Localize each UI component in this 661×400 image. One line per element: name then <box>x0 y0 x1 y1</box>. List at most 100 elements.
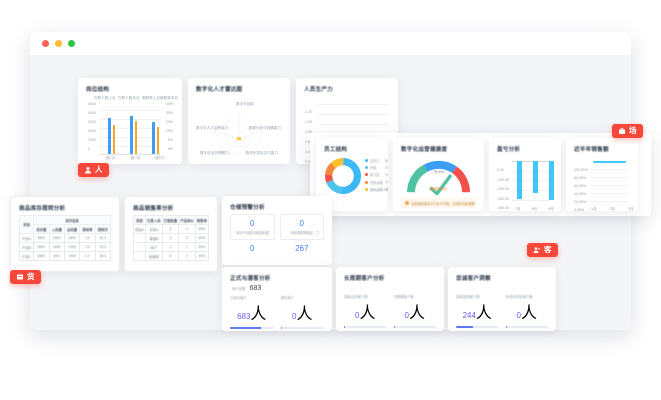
progress-bar <box>344 325 387 329</box>
cell: 1900 <box>63 251 81 261</box>
col-group-inventory: 库存信息 <box>33 215 111 225</box>
stock-table[interactable]: 类别 库存信息 库存量 入库量 出库量 周转率 周转天 产品A 6800 240… <box>18 215 112 261</box>
legend-label: 离职率上月 <box>142 96 160 100</box>
card-talent-radar[interactable]: 数字化人才雷达图 数字化技能 数据分析与洞察能力 数字化项目交付能力 数字化业务… <box>188 78 290 164</box>
people-icon <box>533 247 540 253</box>
col-price: 产品单价 <box>178 215 196 225</box>
col-sold: 已售数量 <box>161 215 180 225</box>
legend-value: 12% <box>385 180 388 185</box>
gauge-plot[interactable]: 78.6% 健康度良好 <box>401 156 476 198</box>
kpi-unit: 人 <box>520 305 537 322</box>
bar[interactable] <box>549 161 554 200</box>
legend-item[interactable]: 实习生 7% <box>365 172 388 177</box>
kpi-metric[interactable]: 复购过的客户数 0人 占比 0% <box>344 294 387 331</box>
table-row[interactable]: 渠道B 3 2 50% <box>132 233 210 243</box>
bar[interactable] <box>517 161 522 199</box>
cell: 45% <box>194 251 210 261</box>
card-talent-structure[interactable]: 岗位结构 在职人数上月 在职人数本月 离职率上月 离职率本月 5000 4000… <box>78 78 182 164</box>
legend-item[interactable]: 正式工 52% <box>365 158 388 163</box>
y-tick: 20.00% <box>574 200 587 204</box>
legend-value: 12% <box>385 187 388 192</box>
card-revenue-trend[interactable]: 近半年销售额 100.00% 80.00% 60.00% 40.00% 20.0… <box>566 138 638 211</box>
kpi-label: 高频复购客户数 <box>456 295 480 299</box>
kpi-value: 683 <box>237 312 251 321</box>
gridline <box>591 201 628 202</box>
col-rate: 销售率 <box>194 215 210 225</box>
card-title: 商品销售率分析 <box>133 206 174 212</box>
table-row[interactable]: 产品A 6800 2400 1800 1.5 32.0 <box>18 233 112 243</box>
tab-goods[interactable]: 货 <box>10 270 41 284</box>
kpi-metric[interactable]: 有流失风险客户数 0人 占比 0% <box>505 294 548 331</box>
table-row[interactable]: 商品A 仓库A 5 2 50% <box>132 224 210 234</box>
card-title: 人员生产力 <box>304 87 333 93</box>
gridline <box>512 200 551 201</box>
card-loyal-customer[interactable]: 忠诚客户洞察 高频复购客户数 244人 占比 41.15% 有流失风险客户数 0… <box>448 267 556 331</box>
stat-value: 0 <box>250 219 255 228</box>
bar[interactable] <box>533 161 538 193</box>
trash-icon[interactable] <box>315 230 320 236</box>
kpi-metric[interactable]: 潜在客户 0人 占比 0% <box>280 295 324 331</box>
card-formal-vs-temp[interactable]: 正式与潜客分析 客户总数 683 已成交客户 683人 占比 100% 潜在客户… <box>222 267 332 331</box>
bar[interactable] <box>156 127 160 154</box>
cell: 28.0 <box>94 251 112 261</box>
kpi-metric[interactable]: 高频复购客户数 244人 占比 41.15% <box>456 294 499 331</box>
bar-group[interactable] <box>108 108 116 154</box>
profit-bar-plot: 0.00 -100.00 -200.00 -300.00 -400.00 7月 … <box>497 156 554 211</box>
col-turnover: 周转率 <box>79 224 96 234</box>
kpi-unit: 人 <box>408 305 425 322</box>
tab-field[interactable]: 场 <box>612 124 643 138</box>
y-tick: 2000 <box>88 129 96 133</box>
progress-bar <box>280 326 324 330</box>
sales-table[interactable]: 类别 已售入库 已售数量 产品单价 销售率 商品A 仓库A 5 2 50% 渠道… <box>132 215 210 261</box>
legend-swatch-icon <box>365 173 368 177</box>
cell: 线下 <box>145 242 163 252</box>
legend-value: 17% <box>385 165 388 170</box>
bar[interactable] <box>112 125 116 154</box>
bar[interactable] <box>152 122 155 154</box>
legend-item[interactable]: 劳务派遣 12% <box>365 180 388 185</box>
bar-group[interactable] <box>152 108 160 154</box>
table-header-row: 类别 已售入库 已售数量 产品单价 销售率 <box>132 215 210 225</box>
window-close-button[interactable] <box>42 40 49 47</box>
kpi-metric[interactable]: 已成交客户 683人 占比 100% <box>230 295 274 331</box>
stat-box[interactable]: 0 待处理预警数量 <box>279 214 324 240</box>
card-stock-table[interactable]: 商品库存周转分析 类别 库存信息 库存量 入库量 出库量 周转率 周转天 产品A… <box>10 196 120 272</box>
table-row[interactable]: 产品C 3800 800 1900 1.2 28.0 <box>18 251 112 261</box>
legend-item[interactable]: 退休返聘人员 12% <box>365 187 388 192</box>
legend-item[interactable]: 外包 17% <box>365 165 388 170</box>
card-sales-table[interactable]: 商品销售率分析 类别 已售入库 已售数量 产品单价 销售率 商品A 仓库A 5 … <box>124 196 218 272</box>
table-row[interactable]: 线下 2 1 50% <box>132 242 210 252</box>
stat-box[interactable]: 0 库存产品超过阈值数量 <box>230 214 275 240</box>
donut-chart[interactable] <box>324 157 362 195</box>
table-row[interactable]: 经销商 8 1 45% <box>132 251 210 261</box>
bar-group[interactable] <box>130 108 138 154</box>
tab-customer[interactable]: 客 <box>527 243 558 257</box>
y-tick: 40.00% <box>574 192 587 196</box>
table-row[interactable]: 产品B 5500 1600 2300 2.6 30.0 <box>18 242 112 252</box>
bar[interactable] <box>130 116 133 154</box>
y-tick: 0.60 <box>305 140 312 144</box>
bar[interactable] <box>108 118 111 154</box>
line-series[interactable] <box>593 161 626 163</box>
kpi-metric[interactable]: 沉默期客户数 0人 占比 0% <box>393 294 436 331</box>
stat-footer-value: 0 <box>250 244 255 253</box>
y-tick: 0 <box>88 147 90 151</box>
radar-chart-plot: 数字化技能 数据分析与洞察能力 数字化项目交付能力 数字化业务理解力 数字化人才… <box>196 96 282 164</box>
card-digital-gauge[interactable]: 数字化运营健康度 78.6% 健康度良好 运营健康度高于行业平均值，请保持当前策… <box>393 138 484 211</box>
cell: 2 <box>161 242 180 252</box>
legend-label: 劳务派遣 <box>370 180 383 185</box>
legend-swatch-icon <box>365 187 368 191</box>
card-effective-customer[interactable]: 长周期客户分析 复购过的客户数 0人 占比 0% 沉默期客户数 0人 占比 0% <box>336 267 444 331</box>
window-minimize-button[interactable] <box>55 40 62 47</box>
tab-people[interactable]: 人 <box>78 163 109 177</box>
bar[interactable] <box>134 121 138 154</box>
card-inventory-alert[interactable]: 仓储预警分析 0 库存产品超过阈值数量 0 待处理预警数量 0 267 <box>222 196 332 265</box>
card-profit-analysis[interactable]: 盈亏分析 0.00 -100.00 -200.00 -300.00 -400.0… <box>489 138 561 211</box>
card-staff-category[interactable]: 员工结构 正式工 52% 外包 17% 实习生 7% <box>316 138 388 211</box>
gauge-chart[interactable] <box>401 156 476 198</box>
gridline <box>512 180 551 181</box>
trash-icon[interactable] <box>266 230 271 236</box>
window-maximize-button[interactable] <box>68 40 75 47</box>
progress-bar <box>393 325 436 329</box>
radar-chart-svg[interactable] <box>196 96 282 164</box>
